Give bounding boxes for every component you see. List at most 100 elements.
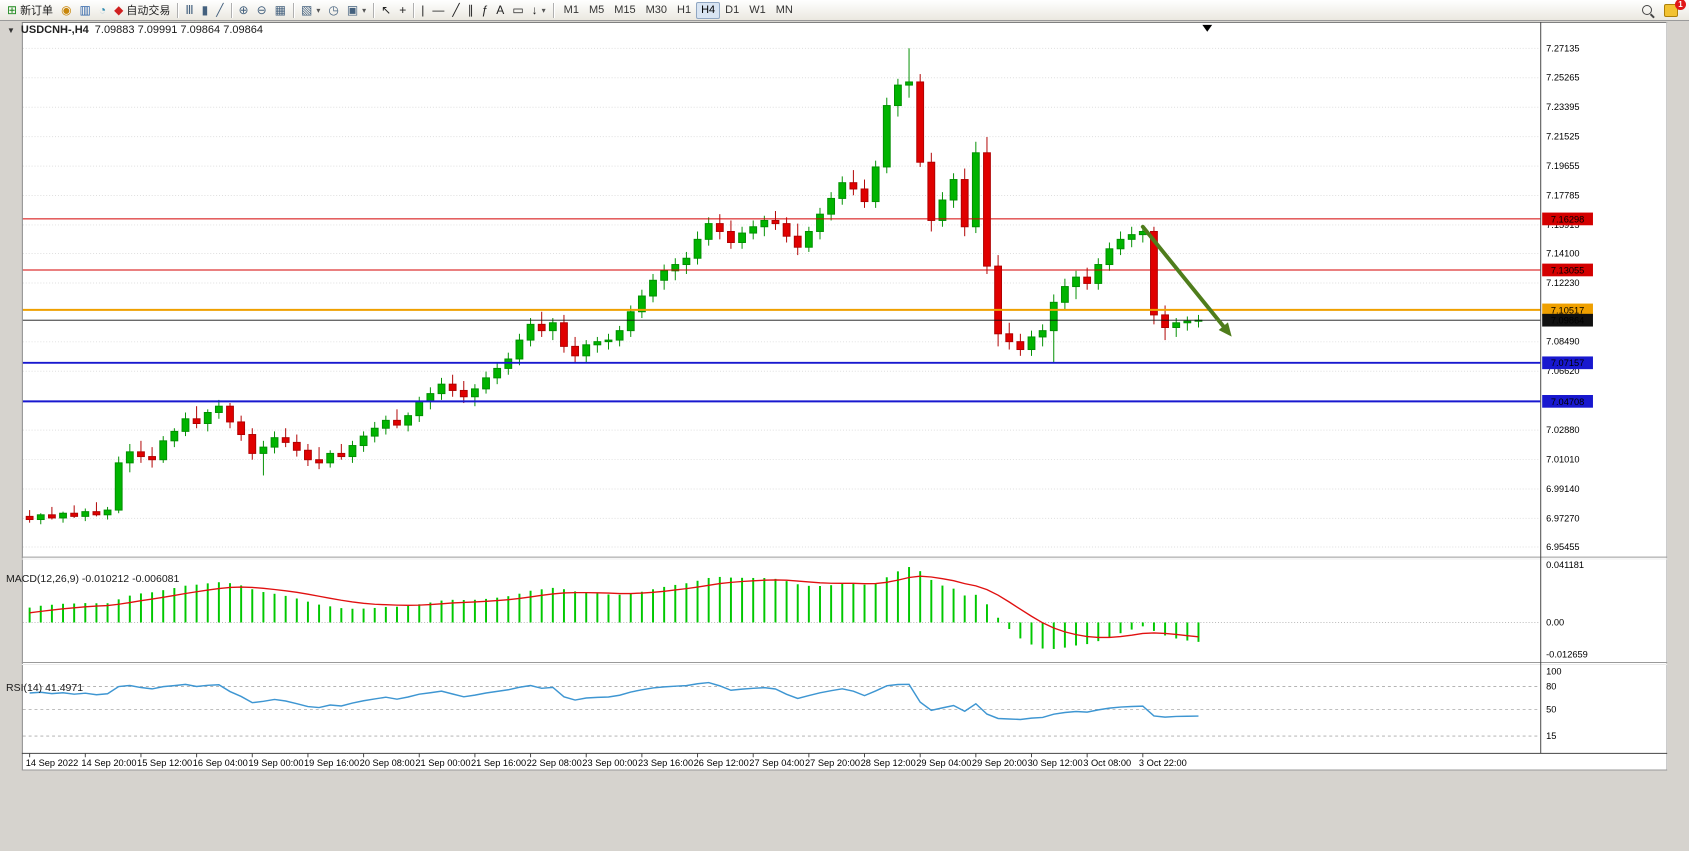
compass-icon-icon: ◉ — [61, 3, 72, 17]
zoom-in-button[interactable]: ⊕ — [235, 1, 253, 19]
time-axis-label: 21 Sep 00:00 — [415, 758, 470, 768]
bar-chart-type-button[interactable]: Ⅲ — [181, 1, 197, 19]
toolbar-separator — [373, 2, 375, 18]
channel-button[interactable]: ∥ — [464, 1, 478, 19]
market-watch-icon-icon: ▥ — [79, 3, 91, 17]
autotrading-button[interactable]: ◆ 自动交易 — [110, 1, 174, 19]
notifications-button[interactable]: 1 — [1660, 0, 1686, 19]
price-axis-label: 7.19655 — [1546, 161, 1580, 171]
arrows-button[interactable]: ↓ ▾ — [528, 1, 550, 19]
toolbar-separator — [292, 2, 294, 18]
autotrading-icon: ◆ — [114, 3, 124, 17]
rsi-label: RSI(14) 41.4971 — [6, 682, 84, 694]
search-button[interactable] — [1638, 1, 1656, 19]
line-chart-type-button[interactable]: ╱ — [212, 1, 227, 19]
clock-icon-button[interactable]: ◔ — [95, 1, 110, 19]
rsi-level-label: 80 — [1546, 681, 1556, 691]
chart-template-icon: ▣ — [346, 3, 359, 17]
fibonacci-button[interactable]: ƒ — [478, 1, 493, 19]
time-axis-label: 14 Sep 2022 — [26, 758, 79, 768]
price-axis-label: 7.14100 — [1546, 248, 1580, 258]
macd-histogram — [28, 567, 1200, 649]
timeframe-button-w1[interactable]: W1 — [744, 2, 771, 19]
price-axis-label: 7.25265 — [1546, 73, 1580, 83]
chart-collapse-icon[interactable]: ▼ — [7, 25, 15, 35]
cursor-icon: ↖ — [381, 3, 392, 17]
rsi-panel: 100 80 50 15 — [22, 666, 1562, 741]
candles — [25, 48, 1203, 525]
time-axis-label: 19 Sep 00:00 — [248, 758, 303, 768]
time-axis-label: 26 Sep 12:00 — [694, 758, 749, 768]
time-axis-label: 27 Sep 04:00 — [749, 758, 804, 768]
chart-canvas[interactable]: 7.27135 7.25265 7.23395 7.21525 7.19655 7.177… — [0, 21, 1689, 851]
chart-template-button[interactable]: ▣ ▾ — [343, 1, 370, 19]
cursor-button[interactable]: ↖ — [377, 1, 395, 19]
tile-windows-button[interactable]: ▦ — [271, 1, 290, 19]
history-clock-button[interactable]: ◷ — [324, 1, 342, 19]
vertical-line-icon: | — [421, 3, 425, 17]
arrows-icon: ↓ — [531, 3, 538, 17]
trend-arrow[interactable] — [1140, 224, 1230, 334]
search-icon — [1642, 5, 1652, 15]
macd-label: MACD(12,26,9) -0.010212 -0.006081 — [6, 573, 180, 585]
vertical-line-button[interactable]: | — [417, 1, 428, 19]
support-line-1-price-tag — [1542, 356, 1593, 370]
current-price-line-price-tag-label: 7.09864 — [1551, 316, 1585, 326]
time-axis-label: 29 Sep 04:00 — [916, 758, 971, 768]
price-axis-label: 6.99140 — [1546, 484, 1580, 494]
new-chart-icon: ▧ — [300, 3, 313, 17]
text-label-icon: ▭ — [512, 3, 524, 17]
timeframe-button-m5[interactable]: M5 — [584, 2, 609, 19]
timeframe-button-h1[interactable]: H1 — [672, 2, 696, 19]
notifications-icon — [1664, 3, 1678, 17]
time-axis-label: 15 Sep 12:00 — [137, 758, 192, 768]
price-axis: 7.27135 7.25265 7.23395 7.21525 7.19655 7.177… — [22, 43, 1580, 552]
text-button[interactable]: A — [492, 1, 508, 19]
time-axis: 14 Sep 2022 14 Sep 20:00 15 Sep 12:00 16 Se… — [26, 753, 1187, 768]
timeframe-button-m30[interactable]: M30 — [641, 2, 672, 19]
price-axis-label: 7.01010 — [1546, 454, 1580, 464]
time-axis-label: 16 Sep 04:00 — [193, 758, 248, 768]
resistance-line-2-price-tag — [1542, 263, 1593, 277]
chart-window: 7.27135 7.25265 7.23395 7.21525 7.19655 7.177… — [0, 21, 1689, 851]
chart-quote-line: 7.09883 7.09991 7.09864 7.09864 — [94, 24, 263, 36]
trendline-button[interactable]: ╱ — [448, 1, 463, 19]
toolbar-separator — [177, 2, 179, 18]
channel-icon: ∥ — [467, 3, 474, 17]
timeframe-button-mn[interactable]: MN — [771, 2, 798, 19]
text-label-button[interactable]: ▭ — [508, 1, 527, 19]
timeframe-button-m1[interactable]: M1 — [559, 2, 584, 19]
history-clock-icon: ◷ — [328, 3, 339, 17]
chart-shift-marker[interactable] — [1202, 24, 1213, 32]
horizontal-line-button[interactable]: — — [428, 1, 448, 19]
line-chart-type-icon: ╱ — [216, 3, 224, 17]
candlestick-type-button[interactable]: ▮ — [198, 1, 213, 19]
zoom-out-button[interactable]: ⊖ — [253, 1, 271, 19]
zoom-in-icon: ⊕ — [238, 3, 249, 17]
horizontal-line-icon: — — [432, 3, 445, 17]
new-chart-button[interactable]: ▧ ▾ — [297, 1, 324, 19]
timeframe-button-m15[interactable]: M15 — [609, 2, 640, 19]
market-watch-icon-button[interactable]: ▥ — [76, 1, 95, 19]
new-order-button[interactable]: ⊞ 新订单 — [3, 1, 57, 19]
macd-axis-max-label: 0.041181 — [1546, 560, 1584, 570]
macd-axis-min-label: -0.012659 — [1546, 650, 1588, 660]
tile-windows-icon: ▦ — [274, 3, 286, 17]
timeframe-button-h4[interactable]: H4 — [696, 1, 721, 19]
chart-background — [21, 21, 1668, 770]
zoom-out-icon: ⊖ — [256, 3, 267, 17]
price-axis-label: 7.21525 — [1546, 132, 1580, 142]
time-axis-label: 23 Sep 00:00 — [582, 758, 637, 768]
new-order-button-label: 新订单 — [20, 5, 54, 17]
price-axis-label: 6.95455 — [1546, 542, 1580, 552]
time-axis-label: 28 Sep 12:00 — [861, 758, 916, 768]
time-axis-label: 30 Sep 12:00 — [1028, 758, 1083, 768]
crosshair-button[interactable]: + — [395, 1, 410, 19]
time-axis-label: 3 Oct 08:00 — [1083, 758, 1131, 768]
compass-icon-button[interactable]: ◉ — [57, 1, 75, 19]
rsi-level-label: 15 — [1546, 731, 1556, 741]
text-icon: A — [496, 3, 505, 17]
notification-badge: 1 — [1675, 0, 1686, 10]
trend-arrow-head — [1218, 322, 1232, 337]
timeframe-button-d1[interactable]: D1 — [720, 2, 744, 19]
